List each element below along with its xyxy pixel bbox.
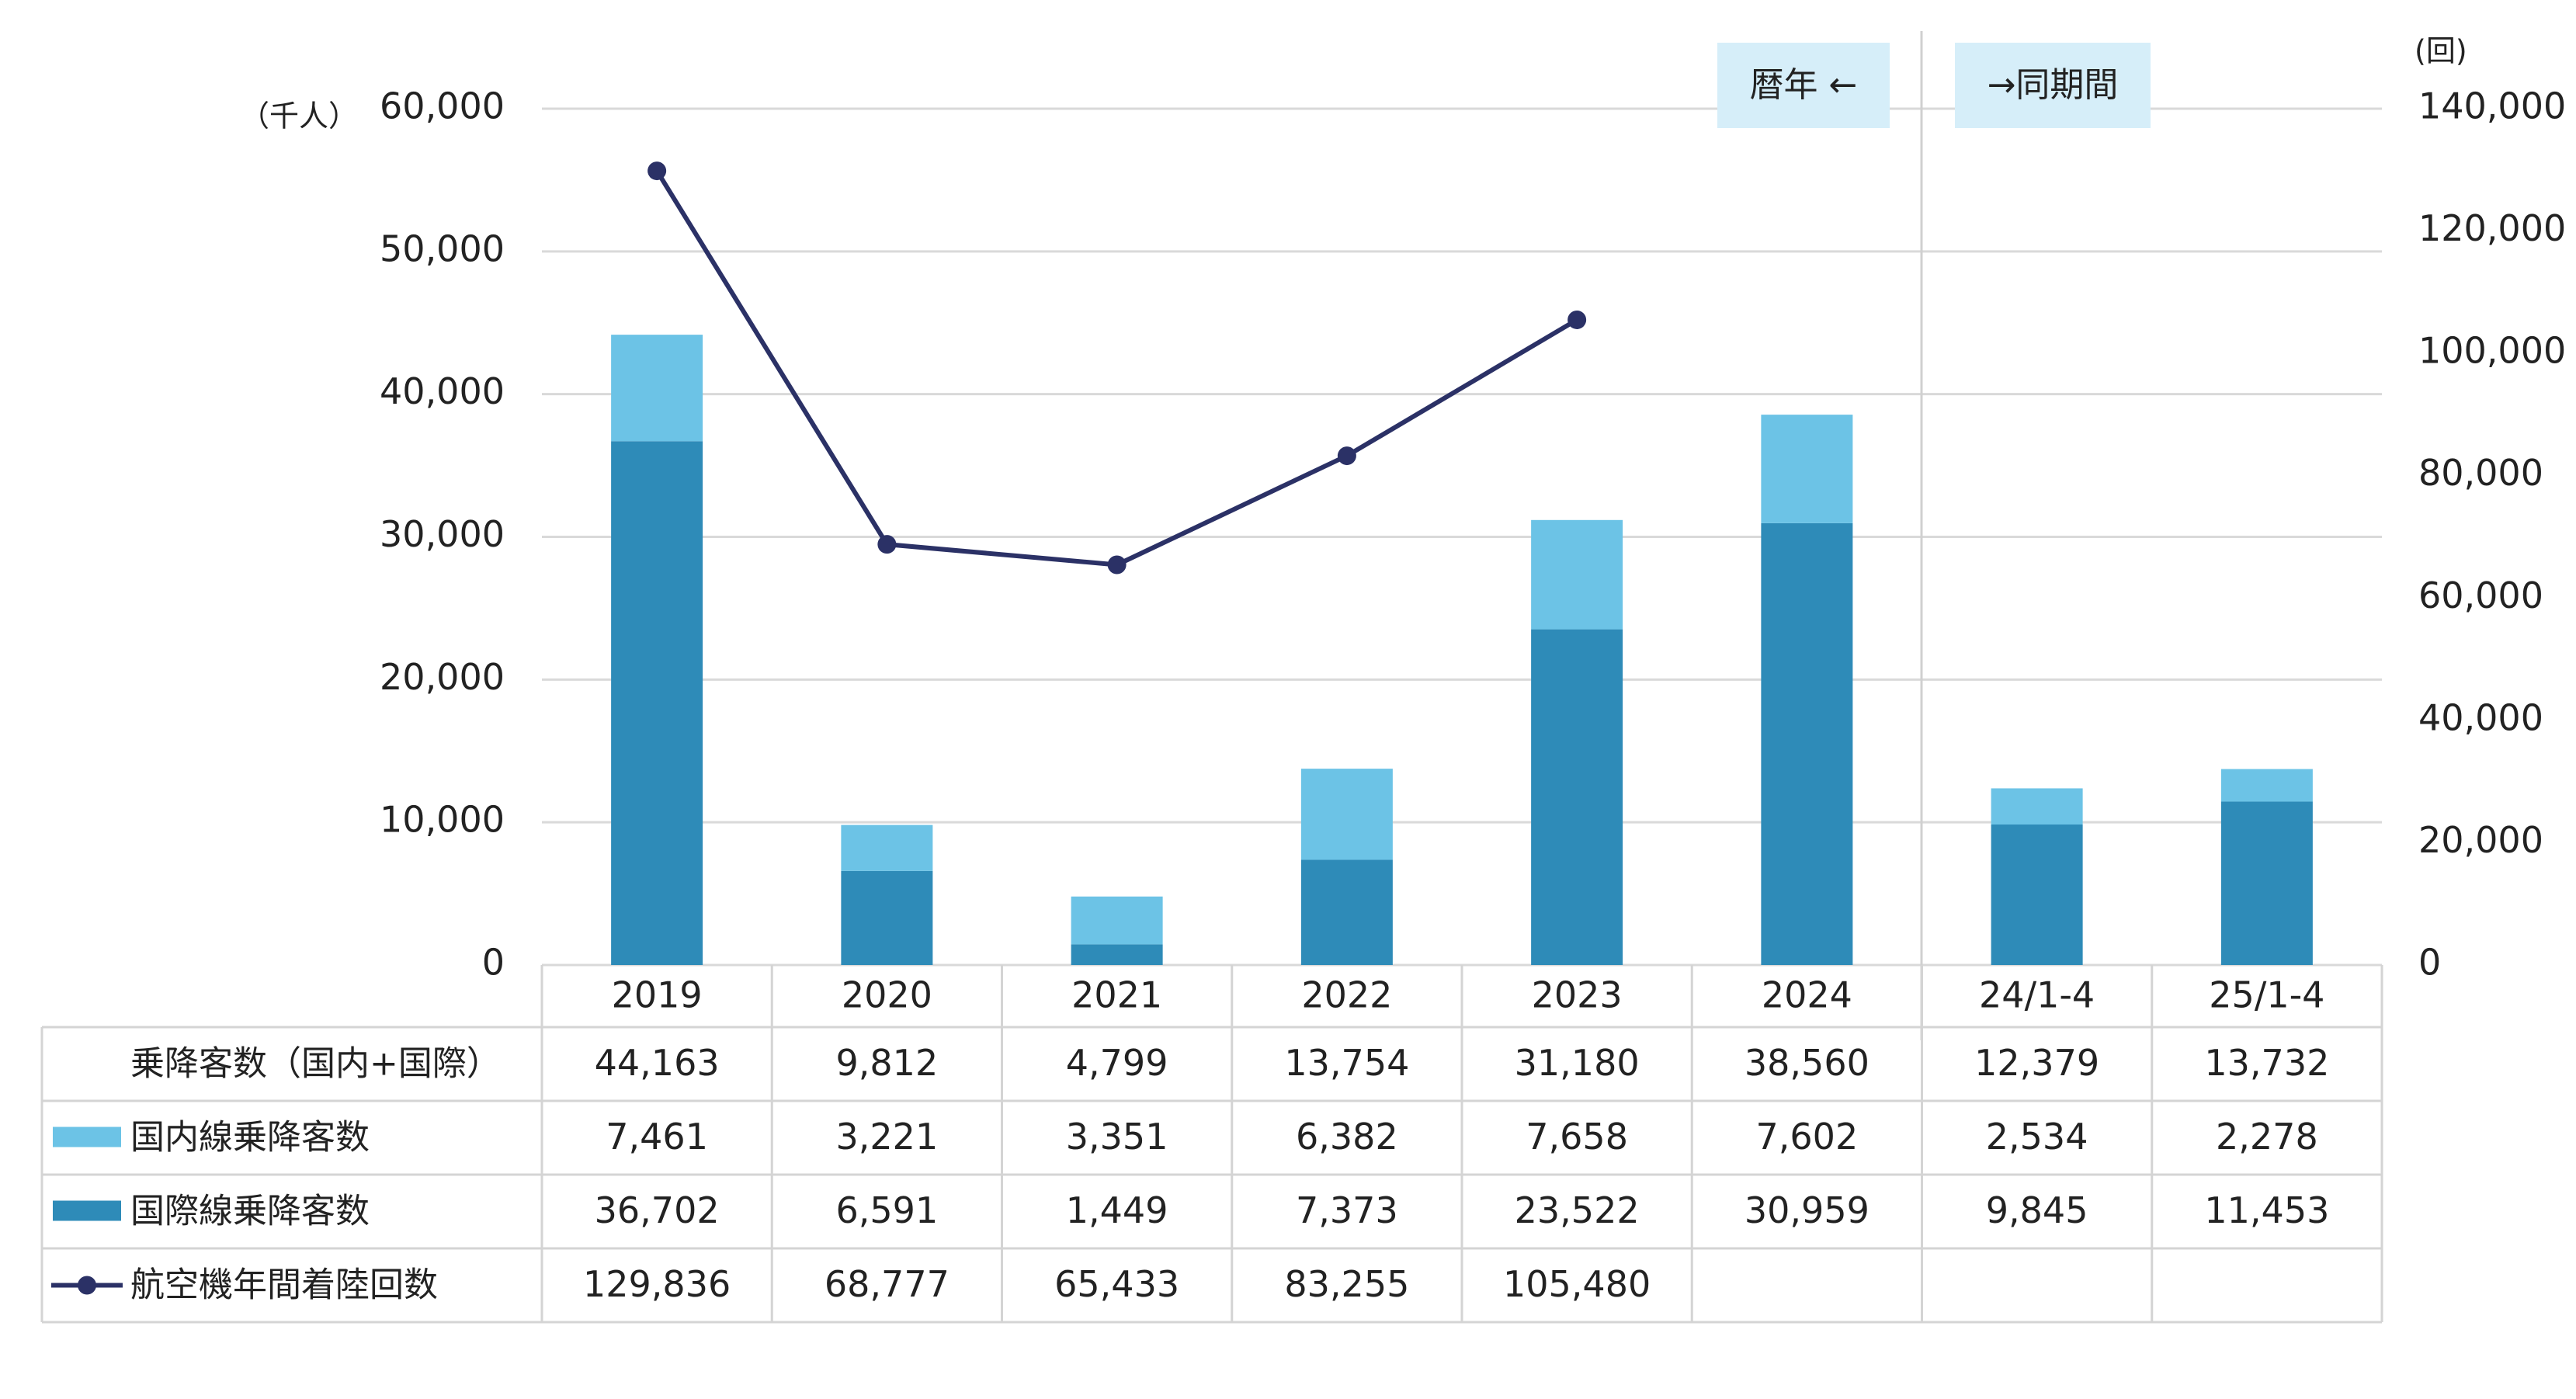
bar-domestic — [1071, 896, 1163, 945]
landings-line — [647, 161, 1587, 575]
callout-box — [1955, 43, 2151, 128]
left-tick-label: 30,000 — [380, 513, 505, 555]
category-label: 25/1-4 — [2209, 974, 2324, 1016]
bar-domestic — [2220, 769, 2313, 802]
left-tick-label: 10,000 — [380, 799, 505, 841]
category-label: 24/1-4 — [1979, 974, 2095, 1016]
right-tick-label: 80,000 — [2418, 452, 2543, 494]
period-callouts: 暦年 ← →同期間 — [1717, 43, 2151, 128]
right-tick-label: 60,000 — [2418, 575, 2543, 616]
table-cell: 30,959 — [1745, 1189, 1870, 1231]
landings-line-path — [654, 169, 1578, 568]
table-cell: 4,799 — [1066, 1042, 1168, 1084]
right-tick-label: 0 — [2418, 942, 2441, 984]
landings-point — [1337, 446, 1356, 466]
table-cell: 7,602 — [1756, 1116, 1859, 1158]
right-tick-label: 100,000 — [2418, 330, 2566, 372]
table-cell: 9,812 — [836, 1042, 939, 1084]
table-cell: 9,845 — [1986, 1189, 2088, 1231]
category-label: 2024 — [1762, 974, 1852, 1016]
data-table: 2019 2020 2021 2022 2023 2024 24/1-4 25/1-4 乗降客数… — [40, 965, 2383, 1324]
table-cell: 13,732 — [2204, 1042, 2329, 1084]
bar-international — [1300, 859, 1393, 965]
table-cell: 6,591 — [836, 1189, 939, 1231]
category-label: 2020 — [842, 974, 932, 1016]
legend-marker — [78, 1276, 96, 1295]
bar-international — [2220, 801, 2313, 965]
table-cell: 31,180 — [1515, 1042, 1640, 1084]
table-cell: 129,836 — [583, 1263, 731, 1305]
gridlines — [542, 31, 2382, 1040]
bars — [611, 335, 2313, 965]
category-label: 2022 — [1301, 974, 1392, 1016]
row-label: 国内線乗降客数 — [130, 1118, 370, 1158]
bar-domestic — [1300, 769, 1393, 860]
table-cell: 68,777 — [825, 1263, 950, 1305]
right-tick-label: 40,000 — [2418, 696, 2543, 738]
callout-label: →同期間 — [1988, 65, 2119, 105]
table-cell: 7,461 — [606, 1116, 708, 1158]
table-cell: 38,560 — [1745, 1042, 1870, 1084]
right-tick-label: 120,000 — [2418, 207, 2566, 249]
table-cell: 44,163 — [595, 1042, 720, 1084]
bar-domestic — [1531, 519, 1623, 630]
table-cell: 3,351 — [1066, 1116, 1168, 1158]
table-cell: 65,433 — [1054, 1263, 1179, 1305]
bar-international — [841, 870, 933, 965]
legend-swatch — [53, 1126, 121, 1147]
table-cell: 3,221 — [836, 1116, 939, 1158]
callout-label: 暦年 ← — [1750, 65, 1858, 105]
row-label: 乗降客数（国内+国際） — [130, 1044, 501, 1084]
table-cell: 1,449 — [1066, 1189, 1168, 1231]
legend-swatch — [53, 1200, 121, 1221]
row-label: 国際線乗降客数 — [130, 1192, 370, 1231]
left-tick-label: 50,000 — [380, 227, 505, 269]
bar-international — [1761, 522, 1853, 965]
landings-point — [1107, 555, 1127, 575]
table-cell: 13,754 — [1284, 1042, 1409, 1084]
left-axis-unit: （千人） — [240, 99, 358, 134]
bar-international — [1991, 824, 2083, 965]
axes: 0 10,000 20,000 30,000 40,000 50,000 60,000 （千人… — [240, 34, 2566, 984]
table-cell: 2,534 — [1986, 1116, 2088, 1158]
right-axis-unit: (回) — [2415, 34, 2467, 68]
bar-domestic — [1761, 415, 1853, 523]
table-cell: 36,702 — [595, 1189, 720, 1231]
bar-domestic — [611, 335, 703, 442]
landings-point — [877, 535, 897, 554]
table-cell: 105,480 — [1503, 1263, 1651, 1305]
callout-box — [1717, 43, 1890, 128]
left-tick-label: 20,000 — [380, 656, 505, 698]
table-cell: 7,658 — [1526, 1116, 1628, 1158]
bar-international — [1531, 629, 1623, 965]
right-tick-label: 140,000 — [2418, 85, 2566, 127]
left-tick-label: 60,000 — [380, 85, 505, 127]
table-cell: 6,382 — [1296, 1116, 1398, 1158]
bar-international — [1071, 944, 1163, 965]
landings-point — [647, 161, 667, 181]
table-cell: 11,453 — [2204, 1189, 2329, 1231]
table-cell: 7,373 — [1296, 1189, 1398, 1231]
category-label: 2021 — [1071, 974, 1162, 1016]
left-tick-label: 40,000 — [380, 370, 505, 412]
category-label: 2023 — [1532, 974, 1623, 1016]
table-cell: 23,522 — [1515, 1189, 1640, 1231]
table-cell: 2,278 — [2216, 1116, 2318, 1158]
bar-domestic — [1991, 788, 2083, 825]
bar-international — [611, 441, 703, 965]
right-tick-label: 20,000 — [2418, 819, 2543, 861]
category-label: 2019 — [612, 974, 703, 1016]
bar-domestic — [841, 824, 933, 871]
landings-point — [1567, 310, 1587, 329]
row-label: 航空機年間着陸回数 — [130, 1265, 438, 1305]
table-cell: 12,379 — [1974, 1042, 2099, 1084]
table-cell: 83,255 — [1284, 1263, 1409, 1305]
left-tick-label: 0 — [482, 942, 505, 984]
